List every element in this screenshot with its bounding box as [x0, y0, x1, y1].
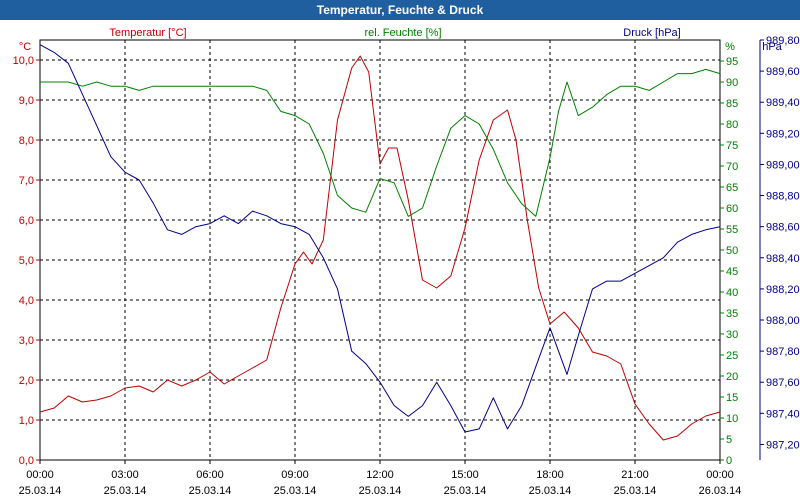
temperature-tick-label: 0,0 — [19, 455, 34, 467]
humidity-tick-label: 0 — [726, 455, 732, 467]
temperature-label: Temperatur [°C] — [109, 27, 186, 39]
humidity-tick-label: 25 — [726, 350, 738, 362]
pressure-tick-label: 989,60 — [766, 66, 800, 78]
humidity-tick-label: 75 — [726, 140, 738, 152]
humidity-tick-label: 60 — [726, 203, 738, 215]
date-tick-label: 25.03.14 — [104, 485, 147, 497]
humidity-tick-label: 30 — [726, 329, 738, 341]
humidity-tick-label: 35 — [726, 308, 738, 320]
time-tick-label: 09:00 — [281, 469, 309, 481]
series-line-humidity — [40, 68, 721, 217]
humidity-tick-label: 15 — [726, 392, 738, 404]
series-line-temperature — [39, 55, 721, 441]
temperature-tick-label: 8,0 — [19, 135, 34, 147]
pressure-tick-label: 989,00 — [766, 159, 800, 171]
temperature-tick-label: 7,0 — [19, 175, 34, 187]
time-axis: 00:00 25.03.14 03:00 25.03.14 06:00 25.03.14 0… — [19, 460, 742, 497]
pressure-axis: 987,20 987,40 987,60 987,80 988,00 988,20 988,… — [759, 35, 800, 460]
time-tick-label: 15:00 — [451, 469, 479, 481]
humidity-tick-label: 85 — [726, 98, 738, 110]
date-tick-label: 25.03.14 — [444, 485, 487, 497]
pressure-tick-label: 987,40 — [766, 408, 800, 420]
time-tick-label: 00:00 — [26, 469, 54, 481]
temperature-tick-label: 1,0 — [19, 415, 34, 427]
humidity-tick-label: 45 — [726, 266, 738, 278]
time-tick-label: 03:00 — [111, 469, 139, 481]
pressure-tick-label: 988,40 — [766, 253, 800, 265]
series-line-pressure — [39, 44, 721, 433]
temperature-tick-label: 5,0 — [19, 255, 34, 267]
temperature-tick-label: 6,0 — [19, 215, 34, 227]
temperature-tick-label: 3,0 — [19, 335, 34, 347]
pressure-tick-label: 987,20 — [766, 439, 800, 451]
humidity-label: rel. Feuchte [%] — [364, 27, 441, 39]
humidity-tick-label: 95 — [726, 56, 738, 68]
pressure-tick-label: 987,60 — [766, 377, 800, 389]
time-tick-label: 12:00 — [366, 469, 394, 481]
pressure-tick-label: 989,20 — [766, 128, 800, 140]
humidity-axis: 0 5 10 15 20 25 30 35 40 45 50 55 60 65 70 75 80 85 90 95 — [720, 56, 738, 467]
humidity-tick-label: 55 — [726, 224, 738, 236]
time-tick-label: 18:00 — [536, 469, 564, 481]
humidity-tick-label: 90 — [726, 77, 738, 89]
pressure-tick-label: 989,80 — [766, 35, 800, 47]
temperature-tick-label: 2,0 — [19, 375, 34, 387]
humidity-tick-label: 50 — [726, 245, 738, 257]
humidity-tick-label: 65 — [726, 182, 738, 194]
humidity-tick-label: 10 — [726, 413, 738, 425]
pressure-tick-label: 987,80 — [766, 346, 800, 358]
time-tick-label: 06:00 — [196, 469, 224, 481]
date-tick-label: 25.03.14 — [359, 485, 402, 497]
pressure-label: Druck [hPa] — [623, 27, 680, 39]
time-tick-label: 00:00 — [706, 469, 734, 481]
date-tick-label: 25.03.14 — [614, 485, 657, 497]
temperature-unit: °C — [19, 41, 31, 53]
date-tick-label: 25.03.14 — [274, 485, 317, 497]
date-tick-label: 25.03.14 — [529, 485, 572, 497]
grid — [40, 40, 720, 460]
humidity-tick-label: 5 — [726, 434, 732, 446]
date-tick-label: 25.03.14 — [19, 485, 62, 497]
pressure-tick-label: 989,40 — [766, 97, 800, 109]
pressure-tick-label: 988,80 — [766, 191, 800, 203]
chart-canvas: 0,0 1,0 2,0 3,0 4,0 5,0 6,0 7,0 8,0 9,0 10,0 0 5 10 1… — [13, 27, 800, 497]
humidity-tick-label: 80 — [726, 119, 738, 131]
humidity-unit: % — [725, 41, 735, 53]
temperature-axis: 0,0 1,0 2,0 3,0 4,0 5,0 6,0 7,0 8,0 9,0 10,0 — [13, 55, 40, 467]
temperature-tick-label: 9,0 — [19, 95, 34, 107]
humidity-tick-label: 20 — [726, 371, 738, 383]
temperature-tick-label: 4,0 — [19, 295, 34, 307]
humidity-tick-label: 70 — [726, 161, 738, 173]
date-tick-label: 25.03.14 — [189, 485, 232, 497]
date-tick-label: 26.03.14 — [699, 485, 742, 497]
pressure-unit: hPa — [762, 41, 782, 53]
temperature-tick-label: 10,0 — [13, 55, 34, 67]
time-tick-label: 21:00 — [621, 469, 649, 481]
pressure-tick-label: 988,00 — [766, 315, 800, 327]
chart-title: Temperatur, Feuchte & Druck — [0, 0, 800, 20]
pressure-tick-label: 988,60 — [766, 222, 800, 234]
series-layer — [39, 44, 721, 441]
pressure-tick-label: 988,20 — [766, 284, 800, 296]
humidity-tick-label: 40 — [726, 287, 738, 299]
